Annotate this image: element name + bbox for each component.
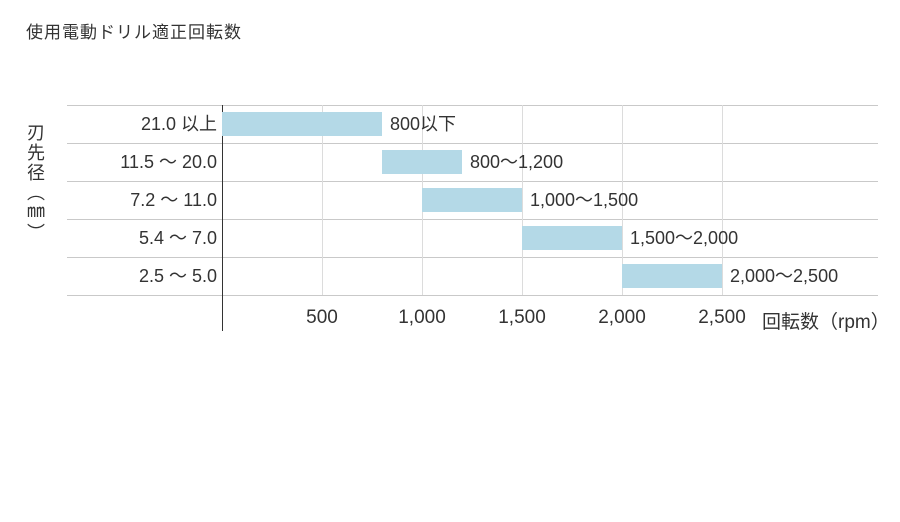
bar-value-label: 1,500～2,000 <box>630 229 738 247</box>
bar-value-label: 1,000～1,500 <box>530 191 638 209</box>
h-gridline <box>67 295 878 296</box>
v-gridline <box>522 105 523 295</box>
x-tick-label: 1,000 <box>398 307 446 329</box>
range-bar <box>422 188 522 212</box>
h-gridline <box>67 143 878 144</box>
y-axis-line <box>222 105 223 331</box>
h-gridline <box>67 257 878 258</box>
chart-title: 使用電動ドリル適正回転数 <box>26 18 242 43</box>
h-gridline <box>67 105 878 106</box>
row-label: 2.5 ～ 5.0 <box>67 267 217 285</box>
row-label: 21.0 以上 <box>67 115 217 133</box>
range-bar <box>522 226 622 250</box>
row-label: 7.2 ～ 11.0 <box>67 191 217 209</box>
bar-value-label: 2,000～2,500 <box>730 267 838 285</box>
range-bar <box>222 112 382 136</box>
row-label: 5.4 ～ 7.0 <box>67 229 217 247</box>
x-tick-label: 2,500 <box>698 307 746 329</box>
page-root: 使用電動ドリル適正回転数 刃先径（㎜） 21.0 以上800以下11.5 ～ 2… <box>0 0 900 522</box>
drill-rpm-chart: 刃先径（㎜） 21.0 以上800以下11.5 ～ 20.0800～1,2007… <box>22 105 878 365</box>
bar-value-label: 800～1,200 <box>470 153 563 171</box>
range-bar <box>622 264 722 288</box>
row-label: 11.5 ～ 20.0 <box>67 153 217 171</box>
x-tick-label: 2,000 <box>598 307 646 329</box>
x-axis-title: 回転数（rpm） <box>762 307 890 334</box>
range-bar <box>382 150 462 174</box>
x-tick-label: 1,500 <box>498 307 546 329</box>
bar-value-label: 800以下 <box>390 115 456 133</box>
v-gridline <box>722 105 723 295</box>
plot-area: 21.0 以上 800以下 11.5 ～ 20.0 800～1,200 7.2 ～ 11… <box>22 105 878 320</box>
h-gridline <box>67 181 878 182</box>
x-tick-label: 500 <box>306 307 338 329</box>
h-gridline <box>67 219 878 220</box>
